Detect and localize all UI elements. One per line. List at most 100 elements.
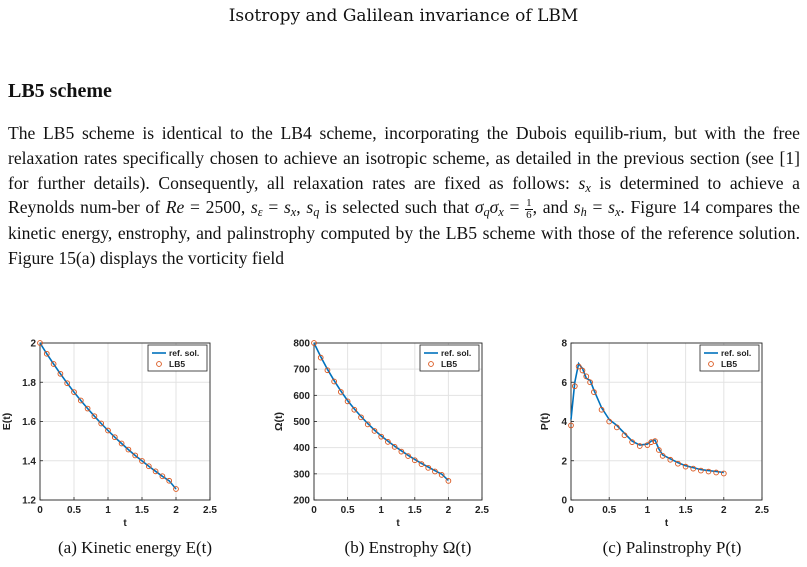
data-point-lb5 xyxy=(613,424,620,431)
x-tick-label: 2.5 xyxy=(475,505,489,516)
y-tick-label: 1.8 xyxy=(22,378,36,389)
y-tick-label: 300 xyxy=(293,469,310,480)
math-sigma: σqσx xyxy=(474,197,504,220)
x-tick-label: 1 xyxy=(645,505,651,516)
caption-b: (b) Enstrophy Ω(t) xyxy=(344,538,472,557)
data-point-lb5 xyxy=(98,420,105,427)
x-axis-label: t xyxy=(123,518,127,529)
data-point-lb5 xyxy=(713,469,720,476)
legend-ref-sol-label: ref. sol. xyxy=(169,348,199,358)
y-axis-label: E(t) xyxy=(1,413,13,431)
data-point-lb5 xyxy=(152,468,159,475)
data-point-lb5 xyxy=(405,453,411,459)
y-tick-label: 700 xyxy=(293,365,310,376)
x-tick-label: 2.5 xyxy=(755,505,769,516)
x-tick-label: 2 xyxy=(173,505,179,516)
series-line-ref-sol xyxy=(39,342,177,490)
x-tick-label: 1.5 xyxy=(135,505,149,516)
data-point-lb5 xyxy=(579,367,586,374)
data-point-lb5 xyxy=(364,421,371,428)
data-point-lb5 xyxy=(391,444,398,450)
y-tick-label: 400 xyxy=(293,443,310,454)
x-tick-label: 0.5 xyxy=(67,505,81,516)
legend-box xyxy=(699,344,760,372)
body-paragraph: The LB5 scheme is identical to the LB4 s… xyxy=(8,123,800,268)
math-re: Re xyxy=(165,197,185,218)
paragraph-text: The LB5 scheme is identical to the LB4 s… xyxy=(8,123,800,193)
paragraph-text: , and xyxy=(532,197,574,218)
y-tick-label: 8 xyxy=(561,339,567,350)
x-tick-label: 0 xyxy=(311,505,317,516)
data-point-lb5 xyxy=(644,442,651,448)
legend-lb5-label: LB5 xyxy=(169,359,185,369)
x-axis-label: t xyxy=(665,518,669,529)
data-point-lb5 xyxy=(84,405,91,412)
x-axis-label: t xyxy=(396,518,400,529)
y-axis-label: P(t) xyxy=(539,413,551,431)
y-tick-label: 6 xyxy=(561,378,567,389)
legend-ref-sol-label: ref. sol. xyxy=(721,348,751,358)
caption-a: (a) Kinetic energy E(t) xyxy=(57,538,213,557)
data-point-lb5 xyxy=(636,443,643,449)
plot-frame xyxy=(570,342,763,501)
data-point-lb5 xyxy=(705,468,712,475)
data-point-lb5 xyxy=(311,340,317,346)
y-tick-label: 4 xyxy=(561,417,567,428)
data-point-lb5 xyxy=(77,397,84,404)
y-axis-label: Ω(t) xyxy=(273,412,285,431)
data-point-lb5 xyxy=(667,456,674,463)
data-point-lb5 xyxy=(351,406,358,413)
data-point-lb5 xyxy=(358,414,364,421)
data-point-lb5 xyxy=(371,428,378,434)
data-point-lb5 xyxy=(111,434,118,441)
x-tick-label: 2.5 xyxy=(203,505,217,516)
data-point-lb5 xyxy=(132,452,139,459)
y-tick-label: 500 xyxy=(293,417,310,428)
data-point-lb5 xyxy=(91,413,98,420)
paragraph-text: is determined to achieve a Reynolds num-… xyxy=(8,172,800,218)
legend-lb5-label: LB5 xyxy=(441,359,457,369)
data-point-lb5 xyxy=(587,379,593,386)
kinetic-energy-chart: 0 0.5 1 1.5 2 2.5 1.2 1.4 1.6 1.8 2 t E(t) ref. sol.L… xyxy=(1,339,217,530)
y-tick-label: 1.6 xyxy=(22,417,36,428)
y-tick-label: 2 xyxy=(561,456,567,467)
reynolds-value: 2500 xyxy=(205,197,241,218)
y-tick-label: 600 xyxy=(293,391,310,402)
data-point-lb5 xyxy=(166,477,173,484)
data-point-lb5 xyxy=(698,467,704,474)
data-point-lb5 xyxy=(571,383,578,390)
x-tick-label: 0.5 xyxy=(341,505,355,516)
data-point-lb5 xyxy=(43,350,50,357)
data-point-lb5 xyxy=(575,363,582,370)
math-sq: sq xyxy=(306,197,320,220)
data-point-lb5 xyxy=(118,440,125,447)
data-point-lb5 xyxy=(139,458,145,464)
data-point-lb5 xyxy=(425,464,432,471)
data-point-lb5 xyxy=(675,460,681,467)
series-line-ref-sol xyxy=(313,342,449,481)
data-point-lb5 xyxy=(50,361,57,367)
data-point-lb5 xyxy=(432,468,438,475)
data-point-lb5 xyxy=(583,373,590,380)
data-point-lb5 xyxy=(445,478,452,484)
y-tick-label: 200 xyxy=(293,496,310,507)
data-point-lb5 xyxy=(418,461,425,468)
data-point-lb5 xyxy=(398,448,405,455)
x-tick-label: 1 xyxy=(105,505,111,516)
y-tick-label: 2 xyxy=(30,339,36,350)
legend-lb5-marker xyxy=(708,361,714,367)
data-point-lb5 xyxy=(324,367,331,374)
data-point-lb5 xyxy=(145,463,152,470)
x-tick-label: 1 xyxy=(378,505,384,516)
paragraph-text: . Figure 14 compares the kinetic energy,… xyxy=(8,197,800,268)
enstrophy-chart: 0 0.5 1 1.5 2 2.5 200 300 400 500 600 700 800 t Ω(t) re… xyxy=(273,339,489,530)
running-header: Isotropy and Galilean invariance of LBM xyxy=(228,6,579,26)
data-point-lb5 xyxy=(656,447,662,453)
section-title: LB5 scheme xyxy=(8,80,112,102)
data-point-lb5 xyxy=(317,354,324,361)
data-point-lb5 xyxy=(411,457,418,464)
plot-frame xyxy=(39,342,211,501)
legend-box xyxy=(419,344,480,372)
legend-lb5-label: LB5 xyxy=(721,359,737,369)
